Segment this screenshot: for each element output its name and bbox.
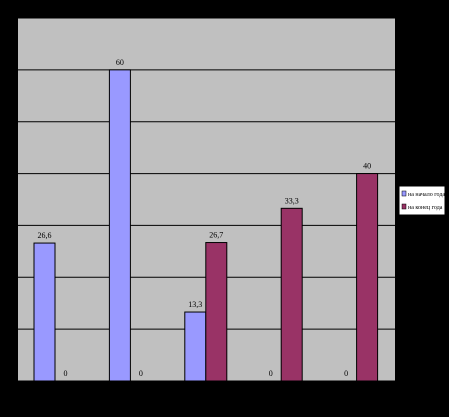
data-label-series-2-cat-1: 0: [64, 369, 68, 378]
data-label-series-1-cat-2: 60: [116, 58, 124, 67]
legend-label-start: на начало года: [408, 192, 445, 198]
data-label-series-1-cat-5: 0: [344, 369, 348, 378]
data-label-series-1-cat-1: 26,6: [38, 231, 52, 240]
data-label-series-2-cat-4: 33,3: [285, 196, 299, 205]
legend: на начало года на конец года: [398, 185, 446, 216]
legend-item-end: на конец года: [401, 203, 443, 211]
bar-series-1-cat-1: [33, 242, 56, 382]
legend-item-start: на начало года: [401, 190, 445, 198]
plot-area-group: 26,6 60 13,3 0 0 0 0 26,7 33,3 40: [18, 17, 395, 382]
bar-series-2-cat-5: [356, 173, 379, 382]
legend-swatch-start: [401, 190, 407, 197]
bar-series-1-cat-3: [184, 311, 207, 382]
bar-series-1-cat-2: [108, 69, 131, 382]
data-label-series-1-cat-3: 13,3: [188, 300, 202, 309]
data-label-series-2-cat-5: 40: [363, 162, 371, 171]
legend-box: [398, 185, 446, 216]
legend-label-end: на конец года: [408, 205, 443, 211]
bar-series-2-cat-3: [205, 242, 228, 382]
legend-swatch-end: [401, 203, 407, 210]
bar-series-2-cat-4: [280, 207, 303, 382]
data-labels: 26,6 60 13,3 0 0 0 0 26,7 33,3 40: [38, 58, 372, 378]
bars: [33, 69, 379, 382]
data-label-series-2-cat-3: 26,7: [209, 231, 223, 240]
data-label-series-1-cat-4: 0: [269, 369, 273, 378]
data-label-series-2-cat-2: 0: [139, 369, 143, 378]
